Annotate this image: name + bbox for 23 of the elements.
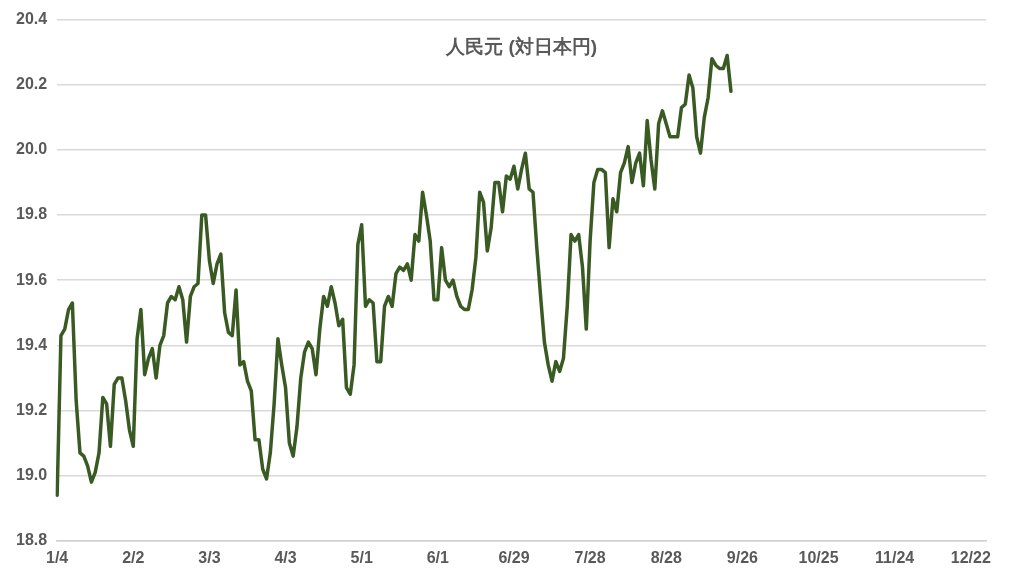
x-tick-label: 4/3	[274, 548, 297, 566]
y-tick-label: 19.6	[16, 270, 48, 288]
y-tick-label: 20.4	[16, 10, 48, 28]
x-tick-label: 11/24	[875, 548, 915, 566]
y-tick-label: 19.0	[16, 466, 48, 484]
x-tick-label: 6/29	[498, 548, 530, 566]
y-tick-label: 19.8	[16, 205, 48, 223]
x-tick-label: 5/1	[350, 548, 373, 566]
y-tick-label: 20.2	[16, 75, 48, 93]
x-tick-label: 8/28	[650, 548, 682, 566]
x-tick-label: 6/1	[426, 548, 450, 566]
y-tick-label: 18.8	[16, 531, 48, 549]
x-tick-label: 9/26	[726, 548, 759, 566]
y-tick-label: 20.0	[16, 140, 48, 158]
x-tick-label: 7/28	[574, 548, 606, 566]
text: 人民元 (対日本円)	[445, 35, 598, 57]
y-tick-label: 19.4	[16, 335, 48, 353]
x-tick-label: 10/25	[798, 548, 839, 566]
x-tick-label: 1/4	[46, 548, 69, 566]
x-tick-label: 3/3	[198, 548, 221, 566]
y-tick-label: 19.2	[16, 400, 48, 418]
x-tick-label: 2/2	[122, 548, 145, 566]
x-tick-label: 12/22	[950, 548, 991, 566]
